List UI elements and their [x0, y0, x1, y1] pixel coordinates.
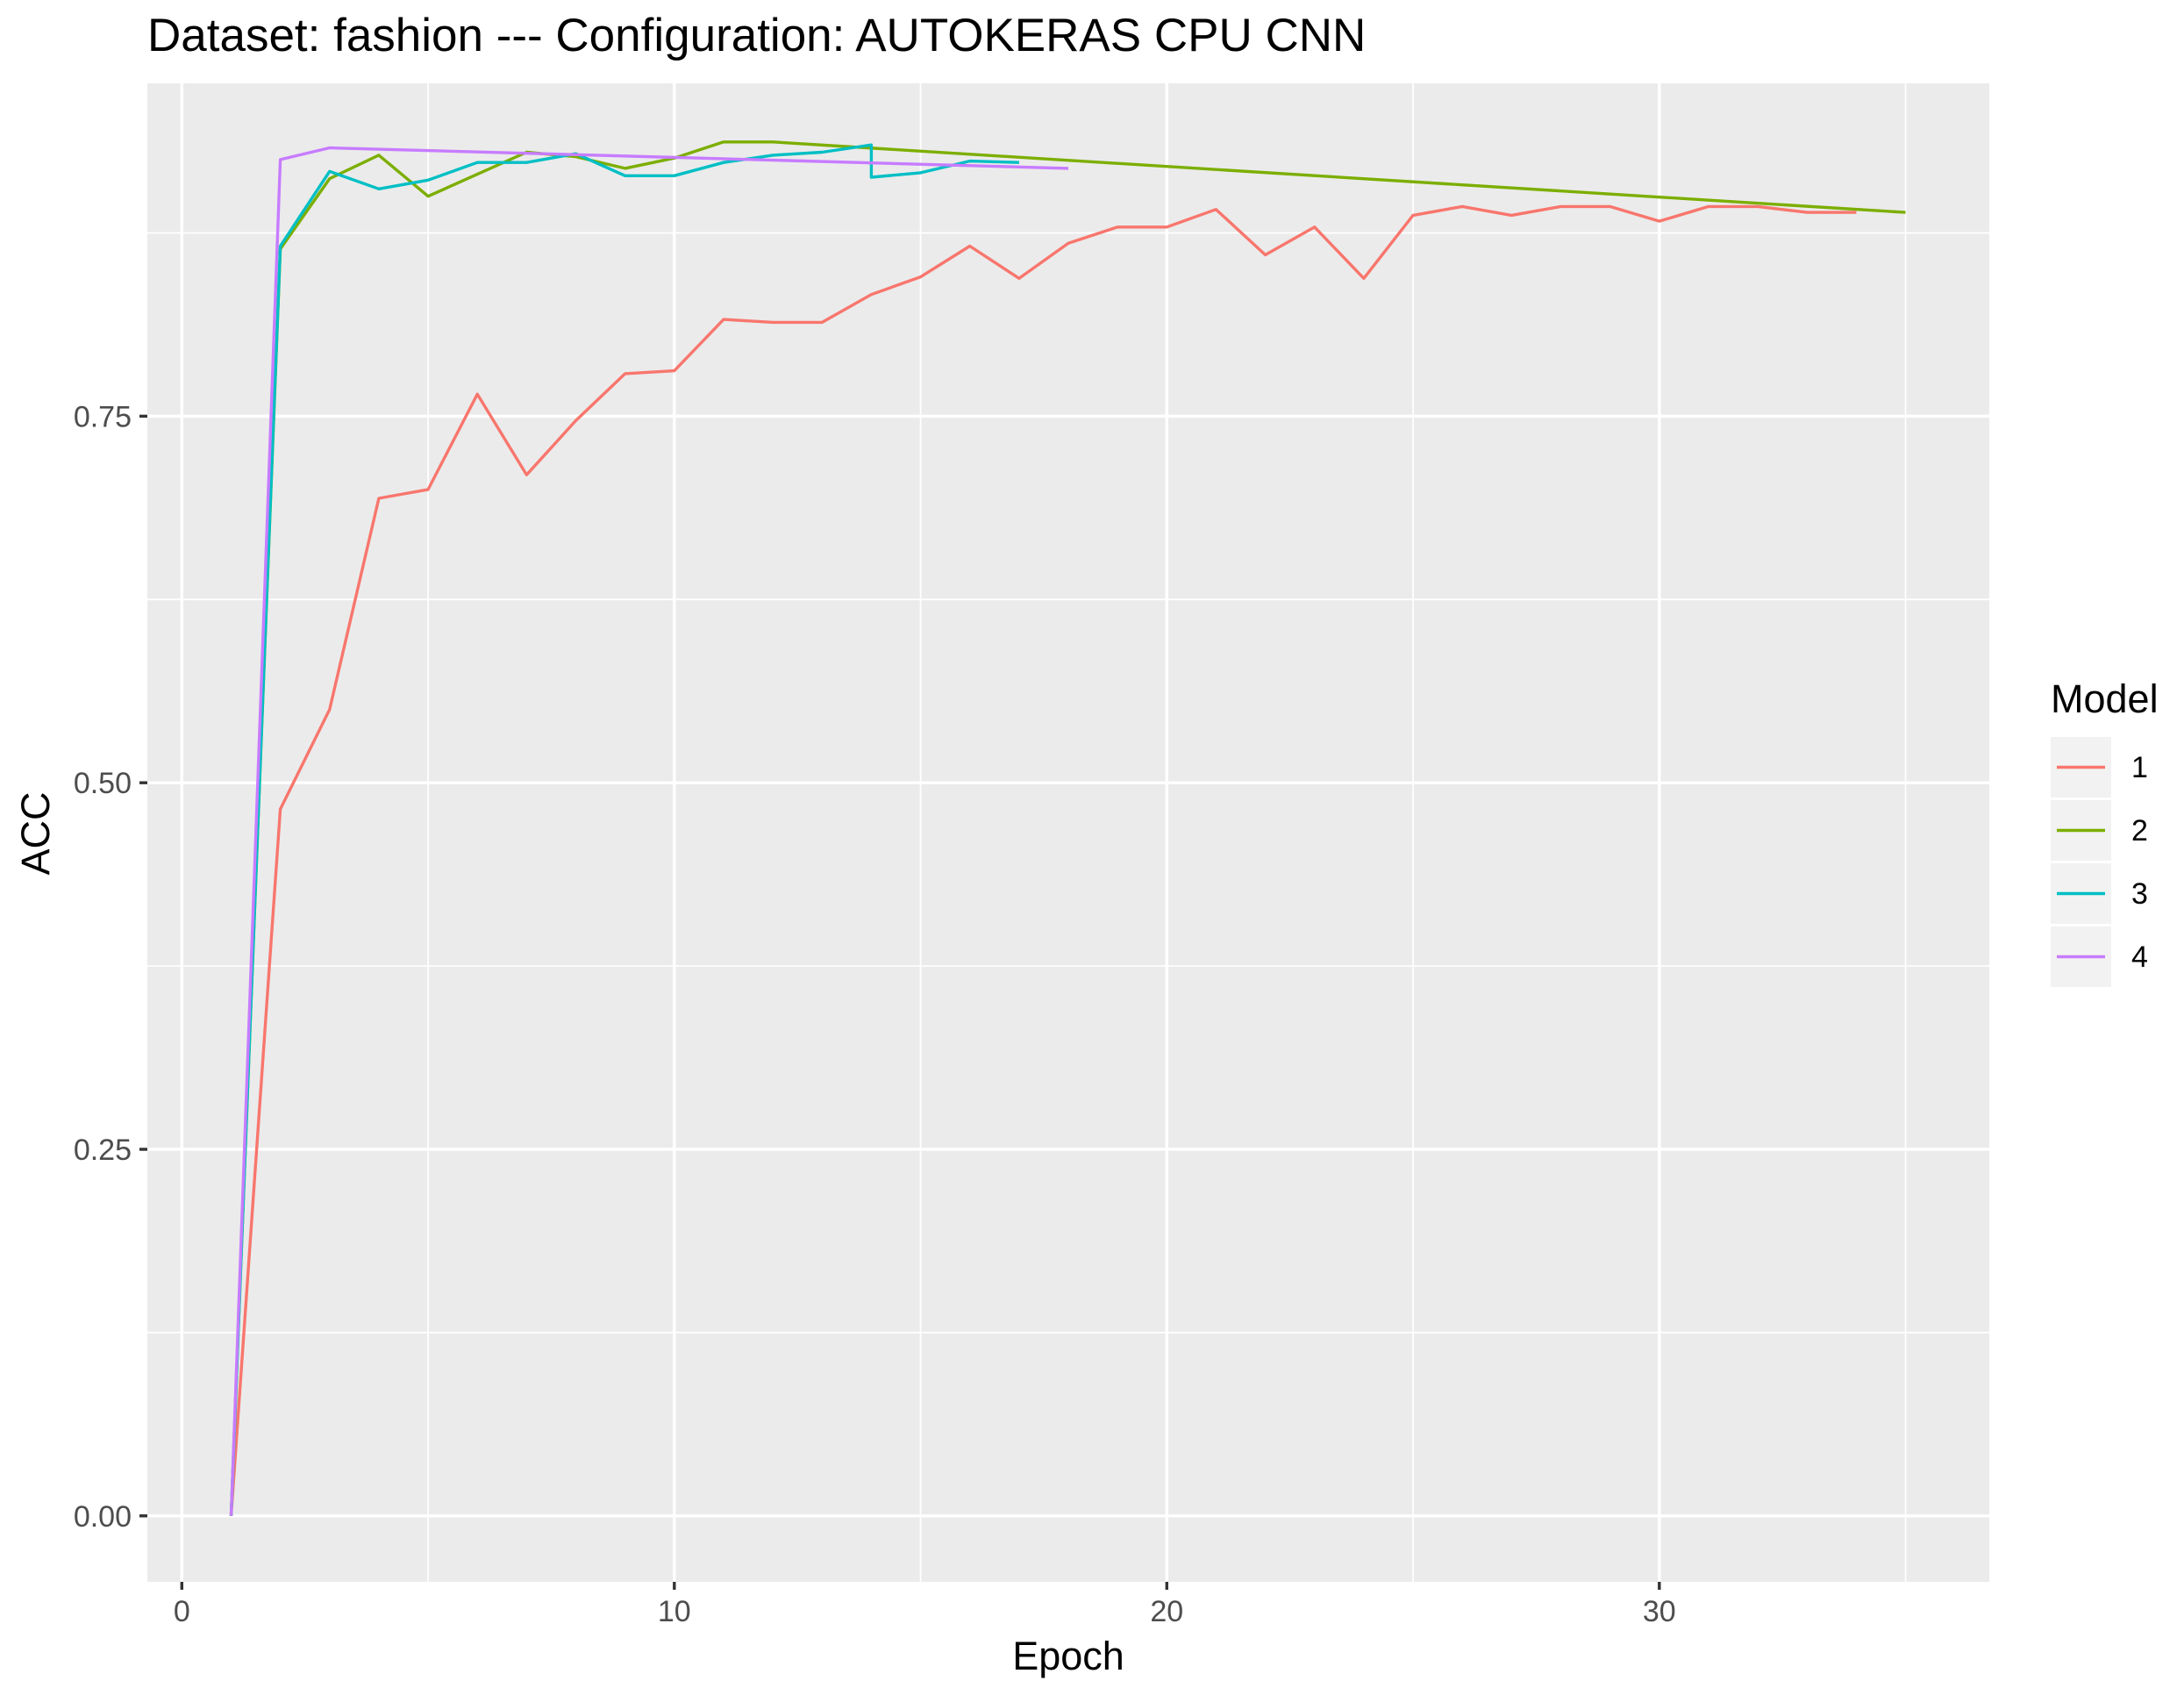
legend-title: Model [2051, 676, 2159, 721]
x-axis: 0 10 20 30 [174, 1582, 1676, 1628]
series-lines [229, 140, 1906, 1516]
legend-label-1: 1 [2131, 751, 2148, 784]
x-axis-title: Epoch [1012, 1634, 1124, 1678]
y-tick-label: 0.00 [74, 1500, 132, 1534]
y-axis: 0.00 0.25 0.50 0.75 [74, 400, 147, 1534]
grid-major-lines [147, 83, 1989, 1582]
x-tick-label: 30 [1643, 1595, 1676, 1628]
legend: Model 1 2 3 4 [2051, 676, 2159, 987]
series-line-1 [229, 204, 1857, 1516]
legend-label-2: 2 [2131, 814, 2148, 848]
legend-label-4: 4 [2131, 941, 2148, 974]
legend-items: 1 2 3 4 [2051, 737, 2148, 987]
chart-title: Dataset: fashion --- Configuration: AUTO… [147, 10, 1366, 61]
y-axis-title: ACC [13, 791, 58, 875]
series-line-3 [229, 143, 1019, 1516]
series-line-4 [229, 146, 1069, 1516]
y-tick-label: 0.75 [74, 400, 132, 433]
plot-panel [147, 83, 1989, 1582]
x-tick-label: 10 [658, 1595, 691, 1628]
y-tick-label: 0.50 [74, 767, 132, 800]
x-tick-label: 20 [1150, 1595, 1183, 1628]
legend-label-3: 3 [2131, 877, 2148, 911]
x-tick-label: 0 [174, 1595, 190, 1628]
grid-minor-lines [147, 83, 1989, 1582]
y-tick-label: 0.25 [74, 1134, 132, 1167]
